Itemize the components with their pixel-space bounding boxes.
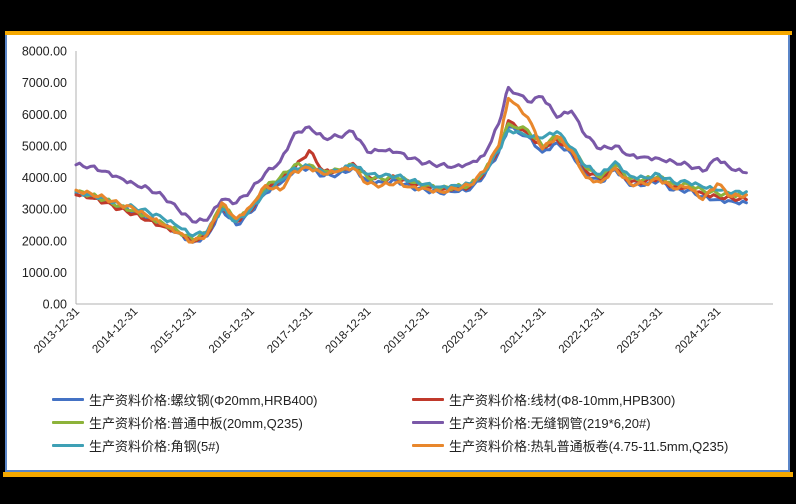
y-tick-label: 7000.00 <box>22 76 67 90</box>
y-tick-label: 3000.00 <box>22 203 67 217</box>
bottom-accent-bar <box>3 472 793 477</box>
x-tick-label: 2017-12-31 <box>265 306 315 356</box>
y-tick-label: 4000.00 <box>22 171 67 185</box>
x-axis: 2013-12-31 2014-12-31 2015-12-31 2016-12-31… <box>32 303 773 356</box>
series-line <box>74 128 748 238</box>
x-tick-label: 2018-12-31 <box>324 306 374 356</box>
series-line <box>74 119 748 243</box>
series-line <box>74 96 748 244</box>
x-tick-label: 2014-12-31 <box>90 306 140 356</box>
x-tick-label: 2013-12-31 <box>32 306 82 356</box>
y-axis: 0.00 1000.00 2000.00 3000.00 4000.00 5000.00 6… <box>22 45 77 312</box>
x-tick-label: 2019-12-31 <box>382 306 432 356</box>
plot-lines <box>74 85 748 244</box>
series-line <box>74 85 748 224</box>
y-tick-label: 6000.00 <box>22 108 67 122</box>
x-tick-label: 2015-12-31 <box>149 306 199 356</box>
y-tick-label: 2000.00 <box>22 234 67 248</box>
x-tick-label: 2021-12-31 <box>498 306 548 356</box>
x-tick-label: 2020-12-31 <box>440 306 490 356</box>
x-tick-label: 2016-12-31 <box>207 306 257 356</box>
y-tick-label: 8000.00 <box>22 45 67 59</box>
x-tick-label: 2024-12-31 <box>673 306 723 356</box>
x-tick-label: 2022-12-31 <box>557 306 607 356</box>
y-tick-label: 5000.00 <box>22 139 67 153</box>
top-accent-bar <box>5 31 792 35</box>
x-tick-label: 2023-12-31 <box>615 306 665 356</box>
y-tick-label: 1000.00 <box>22 266 67 280</box>
chart-panel <box>5 35 790 472</box>
y-tick-label: 0.00 <box>43 298 67 312</box>
